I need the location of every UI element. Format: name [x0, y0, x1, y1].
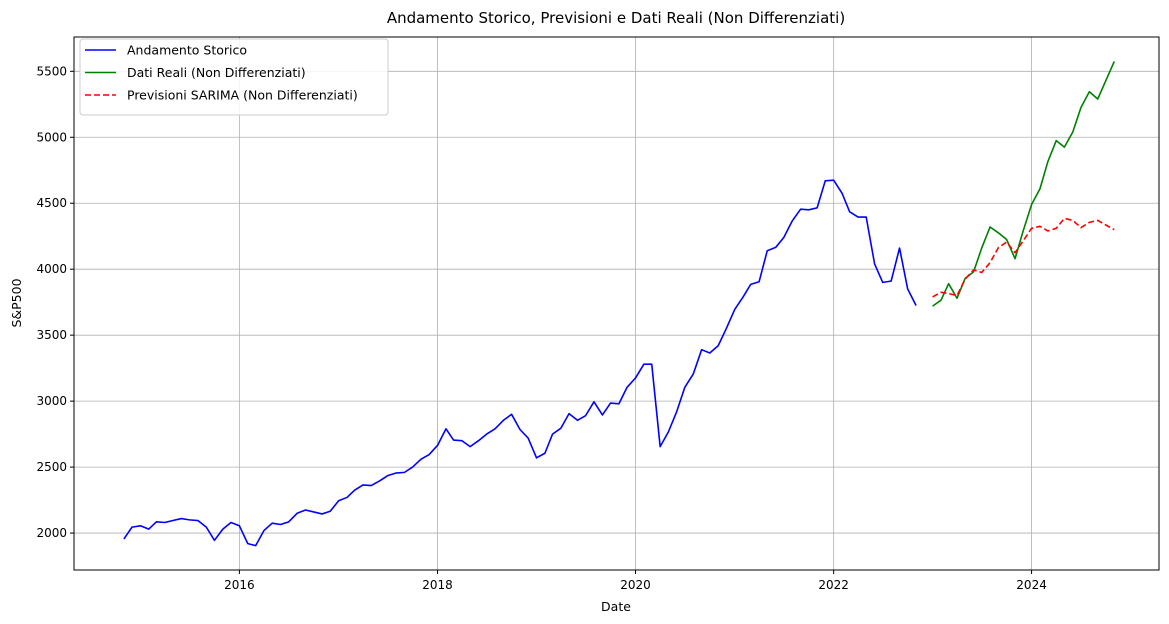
chart-title: Andamento Storico, Previsioni e Dati Rea… — [387, 9, 845, 27]
y-axis-label: S&P500 — [9, 278, 24, 327]
legend: Andamento Storico Dati Reali (Non Differe… — [79, 38, 389, 116]
y-tick-label: 3000 — [36, 394, 67, 408]
legend-label-2: Previsioni SARIMA (Non Differenziati) — [127, 88, 358, 103]
y-tick-label: 5500 — [36, 64, 67, 78]
y-tick-label: 4500 — [36, 196, 67, 210]
series-lines — [123, 61, 1116, 547]
x-tick-label: 2018 — [422, 578, 453, 592]
y-tick-label: 4000 — [36, 262, 67, 276]
y-axis-ticks: 2000 2500 3000 3500 4000 4500 5000 5500 — [36, 64, 74, 540]
y-tick-label: 5000 — [36, 130, 67, 144]
legend-items: Andamento Storico Dati Reali (Non Differe… — [85, 43, 358, 103]
series-line-2 — [932, 217, 1115, 298]
y-tick-label: 2500 — [36, 460, 67, 474]
x-tick-label: 2022 — [818, 578, 849, 592]
x-tick-label: 2024 — [1016, 578, 1047, 592]
legend-box — [79, 38, 389, 116]
legend-label-1: Dati Reali (Non Differenziati) — [127, 65, 306, 80]
x-axis-label: Date — [601, 599, 631, 614]
plot-frame — [73, 36, 1160, 571]
x-axis-ticks: 2016 2018 2020 2022 2024 — [224, 570, 1047, 592]
y-tick-label: 3500 — [36, 328, 67, 342]
grid — [74, 37, 1159, 570]
x-tick-label: 2020 — [620, 578, 651, 592]
legend-label-0: Andamento Storico — [127, 43, 247, 58]
series-line-0 — [123, 179, 917, 547]
y-tick-label: 2000 — [36, 526, 67, 540]
x-tick-label: 2016 — [224, 578, 255, 592]
